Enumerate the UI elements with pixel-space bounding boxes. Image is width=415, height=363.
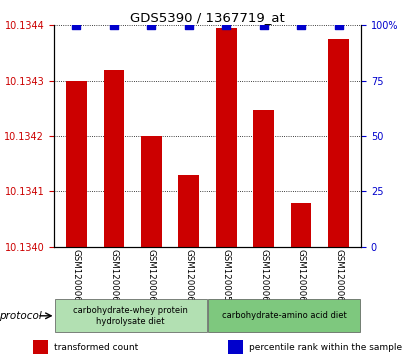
Text: GSM1200060: GSM1200060 xyxy=(259,249,268,307)
Point xyxy=(298,23,305,28)
Bar xyxy=(216,28,237,247)
Bar xyxy=(328,39,349,247)
Text: GSM1200062: GSM1200062 xyxy=(334,249,343,307)
Text: carbohydrate-whey protein
hydrolysate diet: carbohydrate-whey protein hydrolysate di… xyxy=(73,306,188,326)
Point xyxy=(148,23,155,28)
Bar xyxy=(141,136,161,247)
Text: transformed count: transformed count xyxy=(54,343,138,351)
Bar xyxy=(228,340,243,354)
Point xyxy=(186,23,192,28)
Text: GSM1200061: GSM1200061 xyxy=(297,249,305,307)
Text: percentile rank within the sample: percentile rank within the sample xyxy=(249,343,402,351)
Bar xyxy=(178,175,199,247)
Text: GSM1200059: GSM1200059 xyxy=(222,249,231,307)
Bar xyxy=(104,70,124,247)
Point xyxy=(223,23,229,28)
Text: GSM1200066: GSM1200066 xyxy=(184,249,193,307)
Point xyxy=(335,23,342,28)
Bar xyxy=(66,81,87,247)
Point xyxy=(260,23,267,28)
Text: protocol: protocol xyxy=(0,311,42,321)
Bar xyxy=(33,340,48,354)
Bar xyxy=(54,299,207,332)
Text: carbohydrate-amino acid diet: carbohydrate-amino acid diet xyxy=(222,311,347,320)
Bar xyxy=(254,110,274,247)
Text: GSM1200064: GSM1200064 xyxy=(110,249,118,307)
Point xyxy=(110,23,117,28)
Title: GDS5390 / 1367719_at: GDS5390 / 1367719_at xyxy=(130,11,285,24)
Text: GSM1200063: GSM1200063 xyxy=(72,249,81,307)
Text: GSM1200065: GSM1200065 xyxy=(147,249,156,307)
Bar xyxy=(208,299,361,332)
Bar xyxy=(291,203,311,247)
Point xyxy=(73,23,80,28)
